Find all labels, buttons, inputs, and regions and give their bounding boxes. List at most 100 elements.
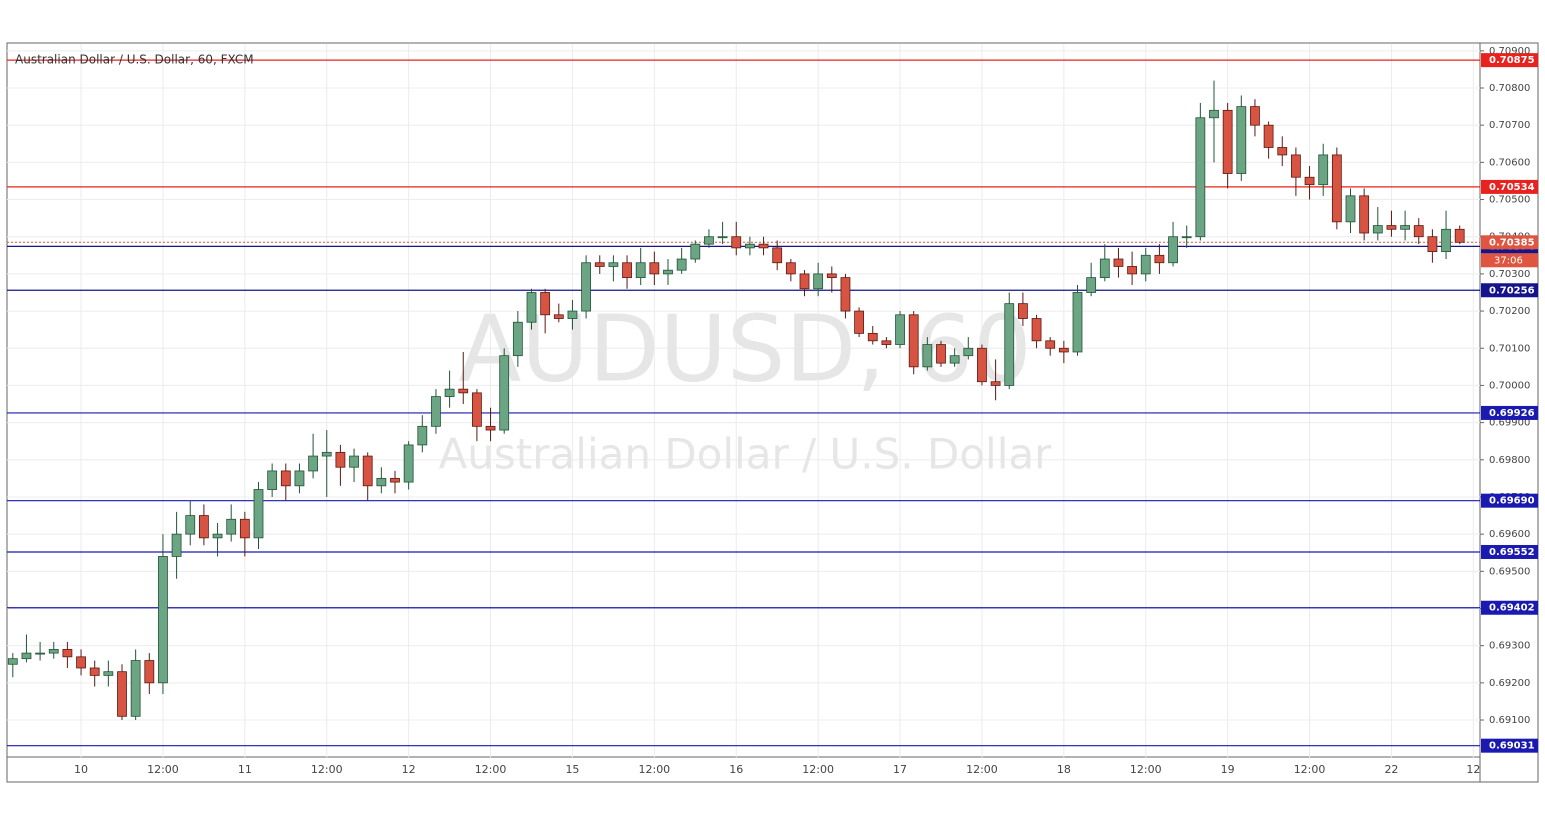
candle-body (89, 667, 100, 676)
level-tag (1481, 179, 1538, 194)
x-tick-label: 12:00 (638, 763, 670, 776)
candle-body (1154, 254, 1165, 264)
candle-body (171, 533, 182, 557)
candle-body (1386, 225, 1397, 230)
candle-body (1331, 154, 1342, 223)
candle-body (840, 277, 851, 312)
candle-body (499, 355, 510, 431)
candle-body (471, 392, 482, 427)
candle-body (731, 236, 742, 249)
candle-body (417, 425, 428, 446)
y-tick-label: 0.69800 (1489, 455, 1530, 466)
level-tag-label: 0.69926 (1489, 408, 1535, 419)
candle-body (758, 243, 769, 249)
y-tick-label: 0.70100 (1489, 343, 1530, 354)
candle-body (1372, 225, 1383, 234)
x-tick-label: 12:00 (1294, 763, 1326, 776)
candle-body (717, 236, 728, 239)
x-tick-label: 12:00 (802, 763, 834, 776)
candle-body (198, 515, 209, 539)
x-tick-label: 18 (1057, 763, 1071, 776)
level-tag (1481, 544, 1538, 559)
candle-body (1086, 277, 1097, 293)
level-tag (1481, 405, 1538, 420)
candle-body (1236, 106, 1247, 174)
candle-body (349, 455, 359, 468)
candle-body (144, 660, 155, 684)
candle-body (1004, 303, 1015, 386)
candle-body (963, 347, 974, 357)
candle-body (362, 455, 373, 487)
candle-body (376, 477, 387, 487)
x-tick-label: 12:00 (1130, 763, 1162, 776)
level-tag (1481, 53, 1538, 68)
candle-body (390, 477, 400, 483)
candle-body (444, 388, 455, 397)
level-tag (1481, 738, 1538, 753)
grid: 0.691000.692000.693000.694000.695000.696… (7, 43, 1530, 776)
y-tick-label: 0.69900 (1489, 418, 1530, 429)
candle-body (813, 273, 824, 290)
candle-body (854, 310, 864, 334)
candle-body (1181, 236, 1192, 239)
level-tag (1481, 600, 1538, 615)
level-tag-label: 0.70534 (1489, 182, 1535, 193)
chart-title: Australian Dollar / U.S. Dollar, 60, FXC… (15, 53, 254, 67)
candle-body (1031, 318, 1042, 342)
countdown-label: 37:06 (1494, 255, 1523, 266)
candle-body (745, 243, 755, 249)
candle-body (1304, 176, 1315, 186)
candle-body (185, 515, 196, 535)
candle-body (62, 648, 73, 658)
candle-body (1072, 292, 1083, 353)
candle-body (895, 314, 905, 345)
x-tick-label: 17 (893, 763, 907, 776)
y-tick-label: 0.70600 (1489, 157, 1530, 168)
y-tick-label: 0.69200 (1489, 678, 1530, 689)
candle-body (922, 344, 933, 368)
candle-body (581, 262, 591, 312)
level-tag-label: 0.69552 (1489, 547, 1535, 558)
candle-body (253, 489, 264, 539)
candle-body (1127, 266, 1137, 275)
candle-body (512, 321, 523, 357)
candle-body (526, 292, 537, 323)
candle-body (1318, 154, 1329, 186)
candle-body (949, 355, 960, 364)
candle-body (594, 262, 605, 267)
level-tag-label: 0.70875 (1489, 55, 1535, 66)
candle-body (48, 648, 59, 654)
candle-body (908, 314, 919, 368)
y-tick-label: 0.70900 (1489, 46, 1530, 57)
candle-body (635, 262, 646, 279)
candle-body (335, 451, 346, 468)
candle-body (1209, 109, 1219, 119)
x-tick-label: 15 (565, 763, 579, 776)
candle-body (690, 243, 701, 260)
candle-body (1099, 258, 1110, 279)
candle-body (826, 273, 837, 279)
level-tag-label: 0.69402 (1489, 603, 1535, 614)
candle-body (1018, 303, 1028, 319)
candle-body (1045, 340, 1056, 349)
level-tag-label: 0.70256 (1489, 285, 1535, 296)
candle-body (321, 451, 332, 457)
candle-body (1140, 254, 1151, 275)
candle-body (35, 652, 45, 655)
x-tick-label: 12:00 (311, 763, 343, 776)
candle-body (622, 262, 632, 279)
y-tick-label: 0.70000 (1489, 380, 1530, 391)
level-tag-label: 0.69031 (1489, 741, 1535, 752)
candle-body (1113, 258, 1124, 267)
last-price-tag (1481, 235, 1538, 250)
candle-body (785, 262, 796, 275)
candle-body (936, 344, 946, 364)
candle-body (431, 396, 441, 427)
candle-body (117, 671, 127, 717)
level-tag (1481, 283, 1538, 298)
candle-body (1195, 117, 1206, 238)
level-tag (1481, 493, 1538, 508)
candle-body (1222, 109, 1233, 174)
candle-body (7, 658, 18, 665)
